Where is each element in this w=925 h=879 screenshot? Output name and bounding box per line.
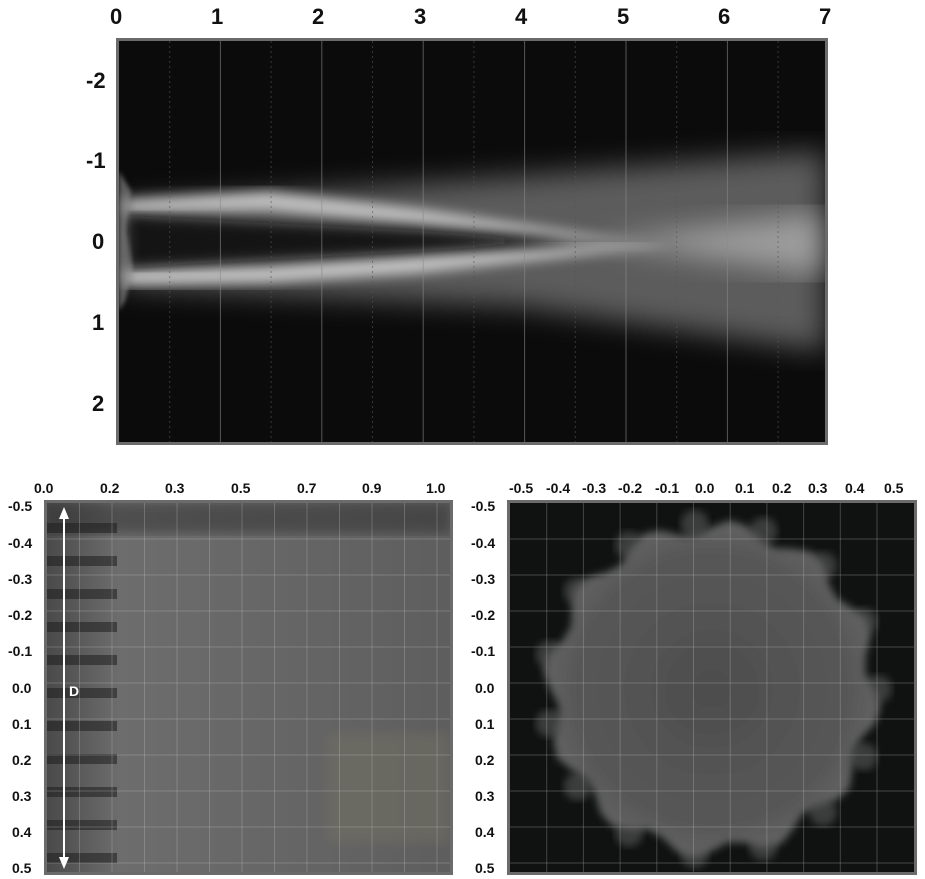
bl-y-tick: 0.4 bbox=[12, 824, 32, 840]
br-x-tick: -0.3 bbox=[582, 480, 607, 496]
near-nozzle-panel: D bbox=[44, 500, 453, 875]
spray-lobe bbox=[680, 509, 709, 538]
br-x-tick: 0.0 bbox=[695, 480, 715, 496]
bl-y-tick: -0.5 bbox=[8, 498, 33, 514]
br-x-tick: 0.2 bbox=[772, 480, 792, 496]
top-x-tick: 7 bbox=[819, 4, 832, 29]
br-x-tick: -0.4 bbox=[546, 480, 571, 496]
diameter-label: D bbox=[69, 683, 80, 699]
cross-section-panel bbox=[507, 500, 917, 875]
spray-lobe bbox=[615, 818, 643, 847]
br-y-tick: 0.0 bbox=[475, 680, 495, 696]
spray-stripe bbox=[47, 589, 117, 599]
top-y-tick: -1 bbox=[86, 148, 106, 173]
bl-y-tick: 0.0 bbox=[12, 680, 32, 696]
spray-lobe bbox=[535, 709, 564, 738]
br-y-tick: 0.4 bbox=[475, 824, 495, 840]
bl-x-tick: 0.5 bbox=[231, 480, 251, 496]
spray-lobe bbox=[680, 840, 709, 869]
top-x-tick: 6 bbox=[718, 4, 731, 29]
br-y-tick: 0.1 bbox=[475, 716, 495, 732]
br-y-tick: 0.2 bbox=[475, 752, 495, 768]
bl-x-tick: 0.9 bbox=[362, 480, 382, 496]
spray-stripe bbox=[47, 787, 117, 797]
top-y-tick: 0 bbox=[92, 229, 105, 254]
br-x-tick: -0.1 bbox=[655, 480, 680, 496]
br-y-tick: -0.5 bbox=[471, 498, 496, 514]
spray-lobe bbox=[809, 798, 838, 827]
br-y-tick: -0.1 bbox=[471, 643, 496, 659]
top-y-tick: 1 bbox=[92, 310, 105, 335]
spray-stripe bbox=[47, 655, 117, 665]
br-x-tick: 0.4 bbox=[845, 480, 865, 496]
br-y-tick: 0.3 bbox=[475, 788, 495, 804]
spray-lobe bbox=[563, 577, 592, 606]
br-x-tick: 0.1 bbox=[735, 480, 755, 496]
top-x-tick: 3 bbox=[414, 4, 427, 29]
bl-x-tick: 1.0 bbox=[426, 480, 446, 496]
spray-lobe bbox=[615, 531, 643, 560]
br-x-tick: 0.3 bbox=[808, 480, 828, 496]
bl-y-tick: 0.1 bbox=[12, 716, 32, 732]
bl-y-tick: 0.2 bbox=[12, 752, 32, 768]
top-x-tick: 0 bbox=[110, 4, 123, 29]
cross-section-image bbox=[510, 503, 914, 872]
spray-lobe bbox=[809, 551, 838, 580]
spray-stripe bbox=[47, 754, 117, 764]
br-y-tick: 0.5 bbox=[475, 860, 495, 876]
top-x-tick: 5 bbox=[617, 4, 630, 29]
bl-y-tick: 0.5 bbox=[12, 860, 32, 876]
spray-lobe bbox=[749, 517, 778, 546]
spray-stripe bbox=[47, 556, 117, 566]
spray-lobe bbox=[849, 742, 878, 771]
spray-stripe bbox=[47, 523, 117, 533]
bl-y-tick: -0.2 bbox=[8, 607, 33, 623]
bl-y-tick: 0.3 bbox=[12, 788, 32, 804]
spray-stripe bbox=[47, 721, 117, 731]
spray-lobe bbox=[749, 832, 778, 861]
bl-x-tick: 0.3 bbox=[165, 480, 185, 496]
br-x-tick: 0.5 bbox=[884, 480, 904, 496]
side-view-panel bbox=[116, 38, 828, 445]
spray-stripe bbox=[47, 820, 117, 830]
top-y-tick: -2 bbox=[86, 68, 106, 93]
br-y-tick: -0.4 bbox=[471, 535, 496, 551]
spray-lobe bbox=[864, 675, 892, 703]
bl-y-tick: -0.1 bbox=[8, 643, 33, 659]
top-x-tick: 1 bbox=[211, 4, 224, 29]
br-x-tick: -0.5 bbox=[509, 480, 534, 496]
br-y-tick: -0.3 bbox=[471, 571, 496, 587]
bl-x-tick: 0.7 bbox=[297, 480, 317, 496]
bl-x-tick: 0.2 bbox=[100, 480, 120, 496]
br-y-tick: -0.2 bbox=[471, 607, 496, 623]
near-nozzle-image bbox=[47, 503, 450, 872]
top-y-tick: 2 bbox=[92, 391, 105, 416]
bl-y-tick: -0.3 bbox=[8, 571, 33, 587]
spray-lobe bbox=[563, 772, 592, 801]
top-x-tick: 2 bbox=[312, 4, 325, 29]
top-x-tick: 4 bbox=[515, 4, 528, 29]
spray-stripe bbox=[47, 853, 117, 863]
br-x-tick: -0.2 bbox=[618, 480, 643, 496]
spray-stripe bbox=[47, 688, 117, 698]
bl-x-tick: 0.0 bbox=[34, 480, 54, 496]
bl-y-tick: -0.4 bbox=[8, 535, 33, 551]
side-view-image bbox=[119, 41, 825, 442]
spray-stripe bbox=[47, 622, 117, 632]
spray-lobe bbox=[849, 607, 878, 636]
spray-lobe bbox=[535, 640, 564, 669]
